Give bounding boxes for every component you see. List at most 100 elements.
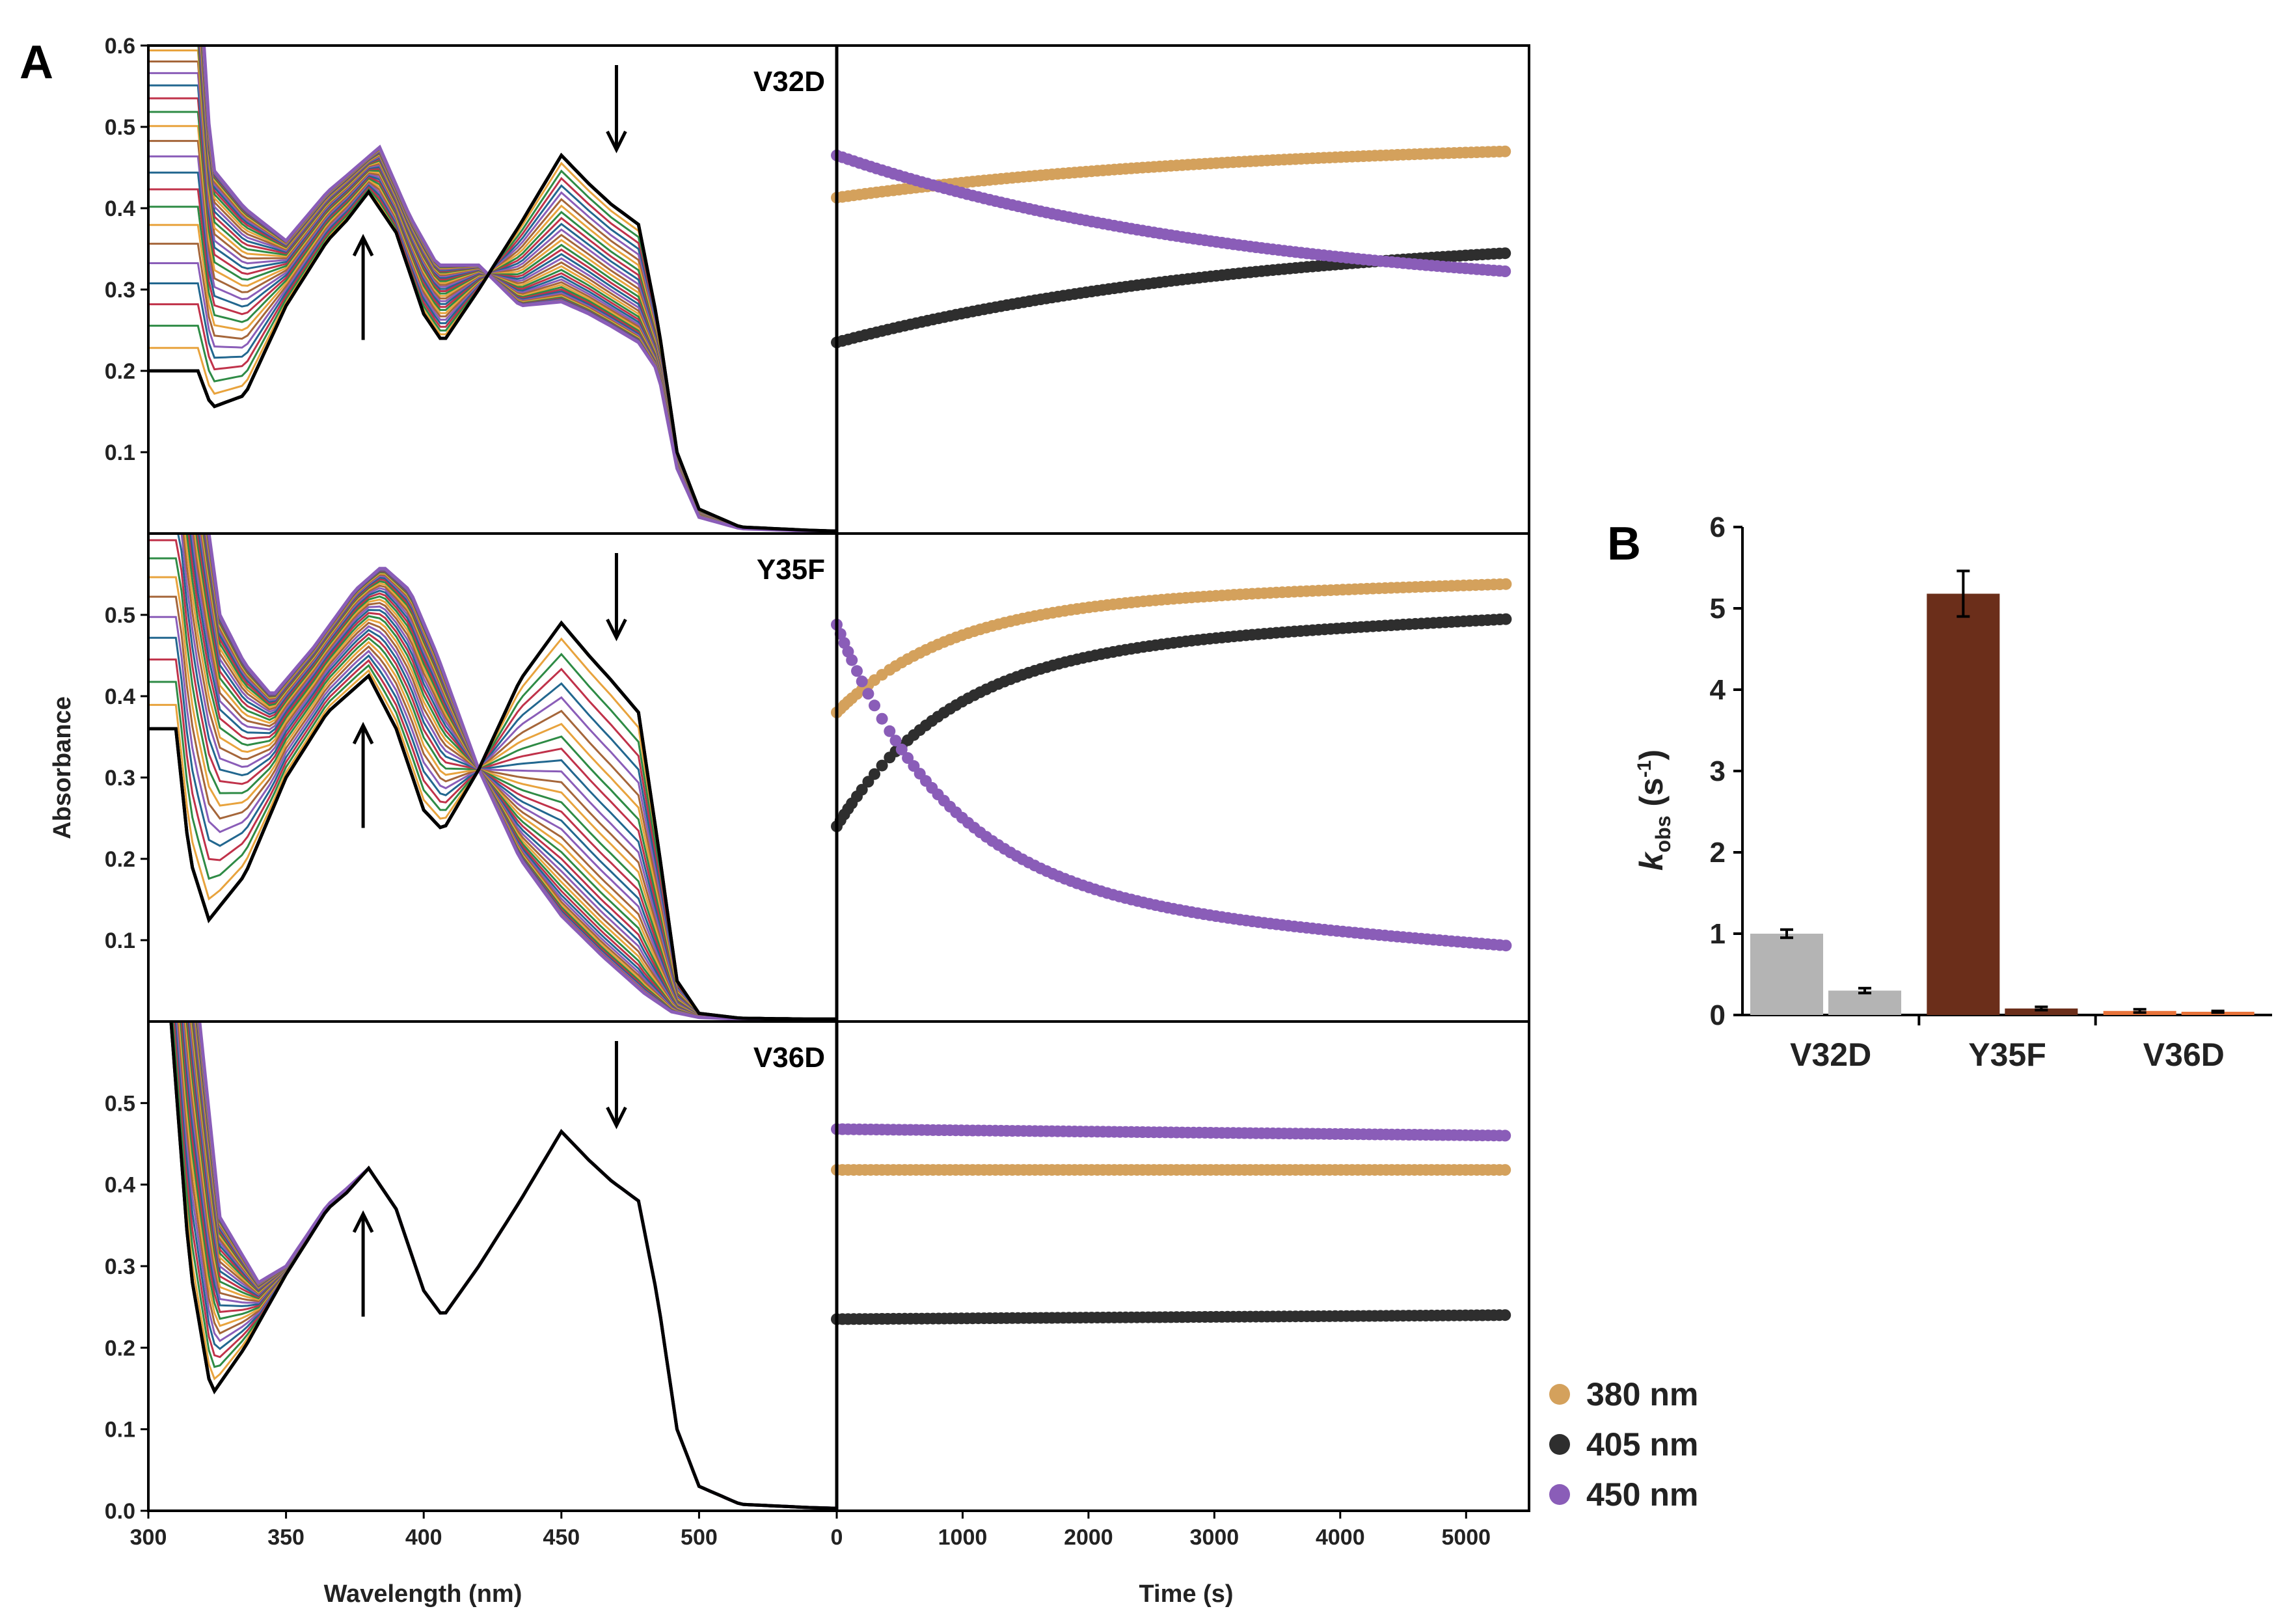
data-point bbox=[1499, 1130, 1511, 1142]
spectrum-curve bbox=[208, 534, 837, 1021]
spectrum-curve bbox=[191, 534, 837, 1021]
legend-item-405: 405 nm bbox=[1549, 1426, 1698, 1463]
bar-y-axis-label-unit: (s bbox=[1633, 778, 1670, 815]
spectrum-curve bbox=[185, 1022, 837, 1509]
spectrum-curve bbox=[198, 1022, 837, 1509]
x-tick-label: 4000 bbox=[1316, 1525, 1365, 1550]
y-tick-label: 0.1 bbox=[105, 440, 135, 465]
spectrum-curve bbox=[189, 1022, 837, 1509]
bar bbox=[1927, 593, 2000, 1015]
legend-marker-405 bbox=[1549, 1434, 1570, 1455]
data-point bbox=[902, 752, 914, 764]
arrow-down-470 bbox=[606, 1041, 627, 1130]
spectrum-curve bbox=[185, 1022, 837, 1509]
spectrum-curve bbox=[174, 1022, 837, 1509]
spectrum-curve bbox=[169, 1022, 837, 1510]
kinetics-x-axis-label: Time (s) bbox=[1139, 1580, 1233, 1608]
mutant-label-v32d: V32D bbox=[753, 66, 825, 98]
spectra-x-axis-label: Wavelength (nm) bbox=[324, 1580, 522, 1608]
data-point bbox=[1500, 578, 1512, 590]
spectrum-curve bbox=[180, 1022, 837, 1509]
spectrum-curve bbox=[191, 1022, 837, 1509]
kinetics-series-450-nm bbox=[831, 619, 1512, 952]
spectrum-curve bbox=[148, 125, 837, 532]
spectrum-curve bbox=[187, 1022, 837, 1509]
spectrum-curve bbox=[192, 1022, 837, 1509]
mutant-label-y35f: Y35F bbox=[757, 554, 825, 586]
bar-y-axis-label-sub: obs bbox=[1651, 816, 1675, 853]
spectrum-curve bbox=[206, 534, 837, 1021]
spectrum-curve bbox=[198, 1022, 837, 1509]
bar-y-ticks: 0 1 2 3 4 5 6 bbox=[1710, 511, 1742, 1031]
arrow-down-470 bbox=[606, 553, 627, 642]
spectrum-curve bbox=[198, 1022, 837, 1509]
arrow-head bbox=[606, 1106, 627, 1130]
y-tick-label: 0.0 bbox=[105, 1499, 135, 1524]
spectrum-curve bbox=[173, 1022, 837, 1509]
arrow-head bbox=[352, 1210, 374, 1233]
spectrum-curve bbox=[189, 534, 837, 1021]
y-tick-label: 0.1 bbox=[105, 928, 135, 953]
spectra-x-ticks: 300 350 400 450 500 bbox=[130, 1511, 718, 1550]
x-tick-label: 1000 bbox=[938, 1525, 988, 1550]
spectrum-curve bbox=[172, 1022, 837, 1509]
panel-frame-0 bbox=[147, 44, 1530, 535]
data-point bbox=[876, 712, 888, 725]
data-point bbox=[1499, 145, 1511, 157]
spectrum-curve bbox=[196, 1022, 837, 1509]
x-tick-label: 5000 bbox=[1441, 1525, 1491, 1550]
y-tick-label: 0.5 bbox=[105, 115, 135, 140]
spectrum-curve bbox=[196, 1022, 837, 1509]
frames-layer bbox=[147, 44, 1530, 1512]
bar-group-v36d: V36D bbox=[2103, 1008, 2255, 1073]
y-tick-label: 0.4 bbox=[105, 1173, 135, 1198]
spectrum-curve bbox=[177, 1022, 837, 1509]
y-tick-label: 0.6 bbox=[105, 34, 135, 59]
spectra-panel-y35f bbox=[148, 534, 837, 1022]
spectrum-curve bbox=[197, 1022, 837, 1509]
spectrum-curve bbox=[206, 534, 837, 1021]
spectrum-curve bbox=[207, 534, 837, 1021]
y-tick-label: 0.1 bbox=[105, 1418, 135, 1442]
x-tick-label: 500 bbox=[681, 1525, 718, 1550]
spectrum-curve bbox=[193, 534, 837, 1021]
y-tick-label: 6 bbox=[1710, 511, 1726, 543]
spectrum-initial-curve bbox=[169, 1022, 837, 1510]
y-tick-label: 0.2 bbox=[105, 359, 135, 384]
spectrum-curve bbox=[198, 1022, 837, 1509]
spectrum-curve bbox=[191, 1022, 837, 1509]
spectra-y-axis-label: Absorbance bbox=[49, 696, 76, 839]
y-tick-label: 0.2 bbox=[105, 847, 135, 872]
legend-marker-380 bbox=[1549, 1384, 1570, 1405]
x-tick-label: 350 bbox=[267, 1525, 305, 1550]
arrow-head bbox=[606, 618, 627, 642]
spectrum-curve bbox=[195, 534, 837, 1021]
bar-group-y35f: Y35F bbox=[1927, 569, 2097, 1073]
legend: 380 nm 405 nm 450 nm bbox=[1549, 1376, 1698, 1513]
y-tick-label: 0.5 bbox=[105, 603, 135, 628]
kinetics-panel-v36d bbox=[831, 1123, 1511, 1325]
category-label: V36D bbox=[2143, 1036, 2225, 1073]
arrow-head bbox=[352, 722, 374, 745]
data-point bbox=[856, 675, 868, 688]
data-point bbox=[895, 743, 908, 755]
spectrum-curve bbox=[148, 176, 837, 532]
legend-label-450: 450 nm bbox=[1586, 1476, 1698, 1513]
arrow-down-470 bbox=[606, 65, 627, 154]
spectra-y-ticks-y35f: 0.1 0.2 0.3 0.4 0.5 bbox=[105, 603, 148, 953]
data-point bbox=[1499, 265, 1511, 277]
kinetics-series-405-nm bbox=[831, 613, 1512, 832]
bar-group-v32d: V32D bbox=[1750, 928, 1921, 1073]
y-tick-label: 0.3 bbox=[105, 278, 135, 303]
spectrum-curve bbox=[179, 1022, 837, 1509]
y-tick-label: 0 bbox=[1710, 999, 1726, 1031]
spectrum-curve bbox=[198, 1022, 837, 1509]
spectrum-curve bbox=[198, 1022, 837, 1509]
spectrum-curve bbox=[208, 534, 837, 1021]
spectrum-curve bbox=[148, 140, 837, 532]
spectrum-curve bbox=[189, 1022, 837, 1509]
x-tick-label: 400 bbox=[405, 1525, 442, 1550]
data-point bbox=[889, 735, 902, 747]
data-point bbox=[1499, 247, 1511, 260]
